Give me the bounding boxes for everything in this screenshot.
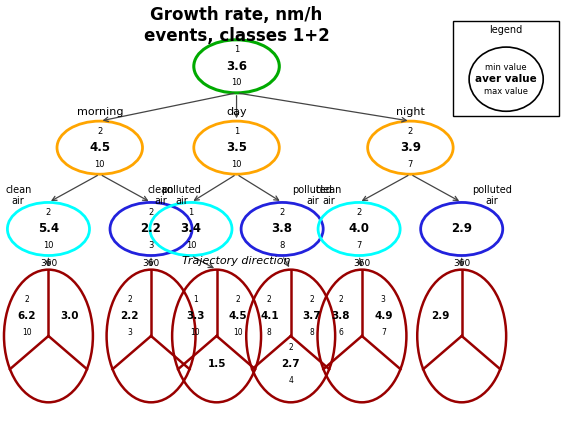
Text: 2: 2 [25, 295, 30, 304]
Text: 3.6: 3.6 [226, 60, 247, 73]
Text: 4.0: 4.0 [349, 223, 369, 235]
Text: 3: 3 [148, 241, 154, 250]
Text: 2: 2 [310, 295, 315, 304]
Text: 2: 2 [127, 295, 132, 304]
Text: 10: 10 [190, 328, 200, 337]
Text: 10: 10 [43, 241, 54, 250]
Text: min value: min value [485, 62, 527, 72]
Text: 1: 1 [234, 127, 239, 136]
Text: aver value: aver value [475, 74, 537, 84]
Text: 7: 7 [381, 328, 386, 337]
Text: 7: 7 [408, 160, 413, 169]
Text: 8: 8 [279, 241, 285, 250]
Text: 1: 1 [234, 45, 239, 54]
Text: 3.4: 3.4 [181, 223, 201, 235]
Text: 3: 3 [127, 328, 132, 337]
Text: 2.9: 2.9 [431, 311, 450, 321]
Text: 5.4: 5.4 [38, 223, 59, 235]
Text: 2: 2 [356, 208, 362, 217]
Text: 3.8: 3.8 [272, 223, 292, 235]
Text: 4: 4 [288, 376, 293, 385]
Text: 2: 2 [267, 295, 272, 304]
Text: morning: morning [76, 107, 123, 117]
Text: clean
air: clean air [5, 185, 31, 206]
Text: 2: 2 [148, 208, 154, 217]
Text: 4.1: 4.1 [260, 311, 279, 321]
Text: 10: 10 [22, 328, 32, 337]
Text: 10: 10 [186, 241, 196, 250]
Text: 360: 360 [40, 259, 57, 268]
Text: 8: 8 [310, 328, 315, 337]
Text: 6.2: 6.2 [18, 311, 36, 321]
Text: polluted
air: polluted air [472, 185, 512, 206]
Text: 2: 2 [288, 343, 293, 352]
Text: polluted
air: polluted air [161, 185, 201, 206]
Text: 360: 360 [353, 259, 370, 268]
Text: day: day [226, 107, 247, 117]
Text: 3.8: 3.8 [331, 311, 350, 321]
Text: 3.0: 3.0 [60, 311, 79, 321]
Text: 2: 2 [97, 127, 103, 136]
Text: 2: 2 [46, 208, 51, 217]
Text: 3.7: 3.7 [303, 311, 321, 321]
Text: 2.7: 2.7 [282, 359, 300, 369]
Text: 8: 8 [267, 328, 272, 337]
Text: Trajectory direction: Trajectory direction [182, 256, 291, 266]
Text: max value: max value [484, 86, 528, 96]
Text: 360: 360 [142, 259, 160, 268]
Text: 2: 2 [279, 208, 285, 217]
Text: 10: 10 [231, 78, 242, 87]
Text: 4.5: 4.5 [89, 141, 111, 154]
Text: 3.9: 3.9 [400, 141, 421, 154]
Text: 2: 2 [235, 295, 241, 304]
Text: night: night [396, 107, 425, 117]
Text: 360: 360 [453, 259, 470, 268]
Text: 1: 1 [188, 208, 194, 217]
Text: clean
air: clean air [316, 185, 342, 206]
Text: legend: legend [489, 25, 523, 35]
Text: 10: 10 [233, 328, 243, 337]
Text: 1.5: 1.5 [207, 359, 226, 369]
Text: 2: 2 [338, 295, 343, 304]
Text: 6: 6 [338, 328, 343, 337]
Text: 2: 2 [408, 127, 413, 136]
Text: Growth rate, nm/h
events, classes 1+2: Growth rate, nm/h events, classes 1+2 [144, 6, 329, 45]
Text: 4.9: 4.9 [374, 311, 393, 321]
Text: 4.5: 4.5 [229, 311, 247, 321]
Text: clean
air: clean air [148, 185, 174, 206]
Text: 10: 10 [95, 160, 105, 169]
Text: 1: 1 [193, 295, 198, 304]
Text: 2.9: 2.9 [451, 223, 472, 235]
Text: 10: 10 [231, 160, 242, 169]
Text: 3.3: 3.3 [186, 311, 205, 321]
Text: polluted
air: polluted air [292, 185, 332, 206]
Text: 2.2: 2.2 [141, 223, 161, 235]
Text: 7: 7 [356, 241, 362, 250]
Text: 2.2: 2.2 [120, 311, 139, 321]
Text: 3: 3 [381, 295, 386, 304]
Text: 3.5: 3.5 [226, 141, 247, 154]
